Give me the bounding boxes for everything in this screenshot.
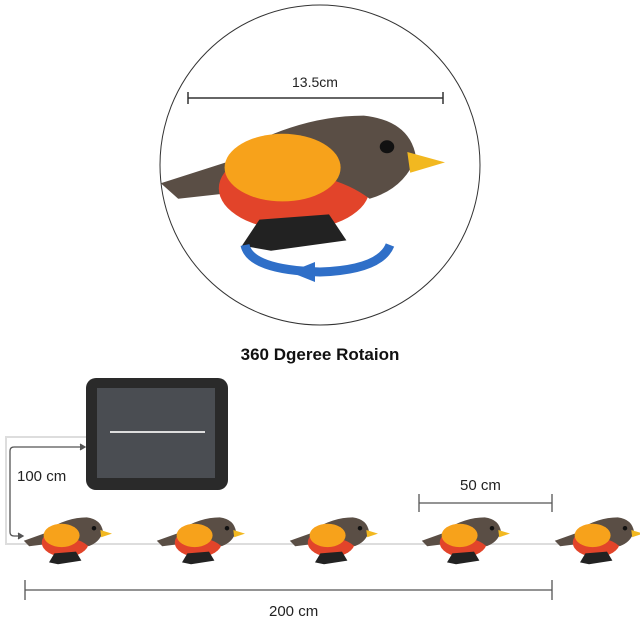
bird-light-4 (421, 517, 510, 565)
bird-light-3 (289, 517, 378, 565)
total-dimension-line (24, 580, 553, 600)
bird-light-2 (156, 517, 245, 565)
rotation-arrow-icon (240, 242, 395, 282)
width-label: 13.5cm (292, 74, 338, 90)
bird-light-1 (23, 517, 112, 565)
spacing-label: 50 cm (460, 477, 501, 494)
solar-panel-image (86, 378, 228, 490)
bird-light-5 (554, 517, 640, 565)
caption: 360 Dgeree Rotaion (240, 345, 400, 364)
width-dimension-line (187, 92, 444, 104)
spacing-dimension-line (418, 494, 553, 512)
total-length-label: 200 cm (269, 603, 319, 620)
lead-length-label: 100 cm (17, 468, 67, 485)
lead-dimension-arrow (9, 443, 87, 540)
